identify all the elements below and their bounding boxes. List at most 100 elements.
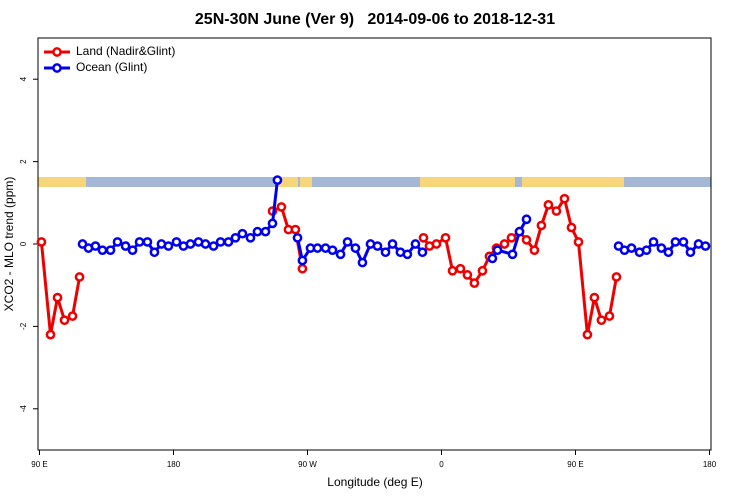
x-axis-label: Longitude (deg E) bbox=[327, 475, 422, 489]
data-point bbox=[260, 226, 271, 237]
data-point bbox=[551, 206, 562, 216]
data-point bbox=[447, 265, 458, 276]
data-point bbox=[223, 237, 234, 247]
data-point bbox=[685, 247, 696, 258]
x-tick-label: 0 bbox=[439, 460, 444, 469]
data-point bbox=[350, 243, 361, 253]
data-point bbox=[215, 237, 226, 247]
x-tick-label: 180 bbox=[167, 460, 181, 469]
data-point bbox=[312, 243, 323, 253]
data-point bbox=[297, 255, 308, 266]
data-point bbox=[589, 292, 600, 303]
data-point bbox=[327, 245, 338, 256]
data-point bbox=[245, 232, 256, 243]
data-point bbox=[462, 270, 473, 280]
data-point bbox=[185, 239, 196, 249]
data-point bbox=[142, 237, 153, 247]
data-point bbox=[573, 237, 584, 247]
data-point bbox=[267, 218, 278, 229]
data-point bbox=[149, 247, 160, 258]
data-point bbox=[492, 245, 503, 256]
data-point bbox=[514, 226, 525, 237]
data-point bbox=[171, 237, 182, 247]
x-tick-label: 90 W bbox=[298, 460, 317, 469]
y-tick-label: -2 bbox=[19, 322, 28, 330]
data-point bbox=[36, 237, 47, 247]
data-point bbox=[52, 292, 63, 303]
y-tick-label: 4 bbox=[19, 76, 28, 81]
data-point bbox=[45, 329, 56, 340]
legend-marker bbox=[52, 63, 62, 73]
data-point bbox=[641, 245, 652, 256]
series-line bbox=[81, 179, 706, 267]
data-point bbox=[536, 220, 547, 231]
data-point bbox=[387, 239, 398, 249]
data-point bbox=[112, 237, 123, 247]
data-point bbox=[418, 232, 429, 243]
data-point bbox=[543, 200, 554, 210]
data-point bbox=[431, 239, 442, 249]
y-axis-label: XCO2 - MLO trend (ppm) bbox=[2, 177, 16, 312]
data-point bbox=[506, 232, 517, 243]
legend-label: Land (Nadir&Glint) bbox=[76, 44, 175, 58]
data-point bbox=[663, 247, 674, 258]
data-point bbox=[90, 241, 101, 251]
data-point bbox=[521, 214, 532, 225]
data-point bbox=[67, 311, 78, 321]
map-strip bbox=[38, 177, 711, 187]
x-tick-label: 90 E bbox=[567, 460, 583, 469]
data-point bbox=[97, 245, 108, 256]
data-point bbox=[507, 249, 518, 260]
data-point bbox=[596, 315, 607, 326]
data-point bbox=[487, 253, 498, 264]
data-point bbox=[477, 265, 488, 276]
data-point bbox=[372, 241, 383, 251]
data-point bbox=[656, 243, 667, 253]
y-tick-label: 0 bbox=[19, 241, 28, 246]
data-point bbox=[59, 315, 70, 326]
legend-label: Ocean (Glint) bbox=[76, 60, 147, 74]
data-point bbox=[163, 241, 174, 251]
data-point bbox=[74, 272, 85, 282]
data-point bbox=[521, 235, 532, 245]
data-point bbox=[230, 232, 241, 243]
data-point bbox=[410, 239, 421, 249]
data-point bbox=[357, 257, 368, 268]
data-point bbox=[134, 237, 145, 247]
data-point bbox=[499, 239, 510, 249]
data-point bbox=[105, 245, 116, 256]
data-point bbox=[440, 232, 451, 243]
data-point bbox=[208, 241, 219, 251]
data-point bbox=[469, 278, 480, 288]
data-point bbox=[120, 241, 131, 251]
data-point bbox=[678, 237, 689, 247]
legend-marker bbox=[52, 47, 62, 57]
data-point bbox=[272, 175, 283, 185]
data-point bbox=[455, 263, 466, 274]
data-point bbox=[290, 224, 301, 235]
data-point bbox=[276, 202, 287, 212]
data-point bbox=[297, 263, 308, 274]
data-point bbox=[648, 237, 659, 247]
y-tick-label: 2 bbox=[19, 159, 28, 164]
data-point bbox=[380, 247, 391, 258]
data-point bbox=[626, 243, 637, 253]
data-point bbox=[127, 245, 138, 256]
y-tick-label: -4 bbox=[19, 405, 28, 413]
data-point bbox=[611, 272, 622, 282]
data-point bbox=[252, 226, 263, 237]
data-point bbox=[700, 241, 711, 251]
data-point bbox=[604, 311, 615, 321]
data-point bbox=[566, 222, 577, 233]
data-point bbox=[559, 193, 570, 204]
data-point bbox=[670, 237, 681, 247]
data-point bbox=[292, 232, 303, 243]
data-point bbox=[335, 249, 346, 260]
data-point bbox=[402, 249, 413, 260]
data-point bbox=[342, 237, 353, 247]
data-point bbox=[237, 228, 248, 239]
x-tick-label: 180 bbox=[703, 460, 717, 469]
chart-title: 25N-30N June (Ver 9) 2014-09-06 to 2018-… bbox=[195, 11, 555, 28]
data-point bbox=[200, 239, 211, 249]
x-tick-label: 90 E bbox=[31, 460, 47, 469]
